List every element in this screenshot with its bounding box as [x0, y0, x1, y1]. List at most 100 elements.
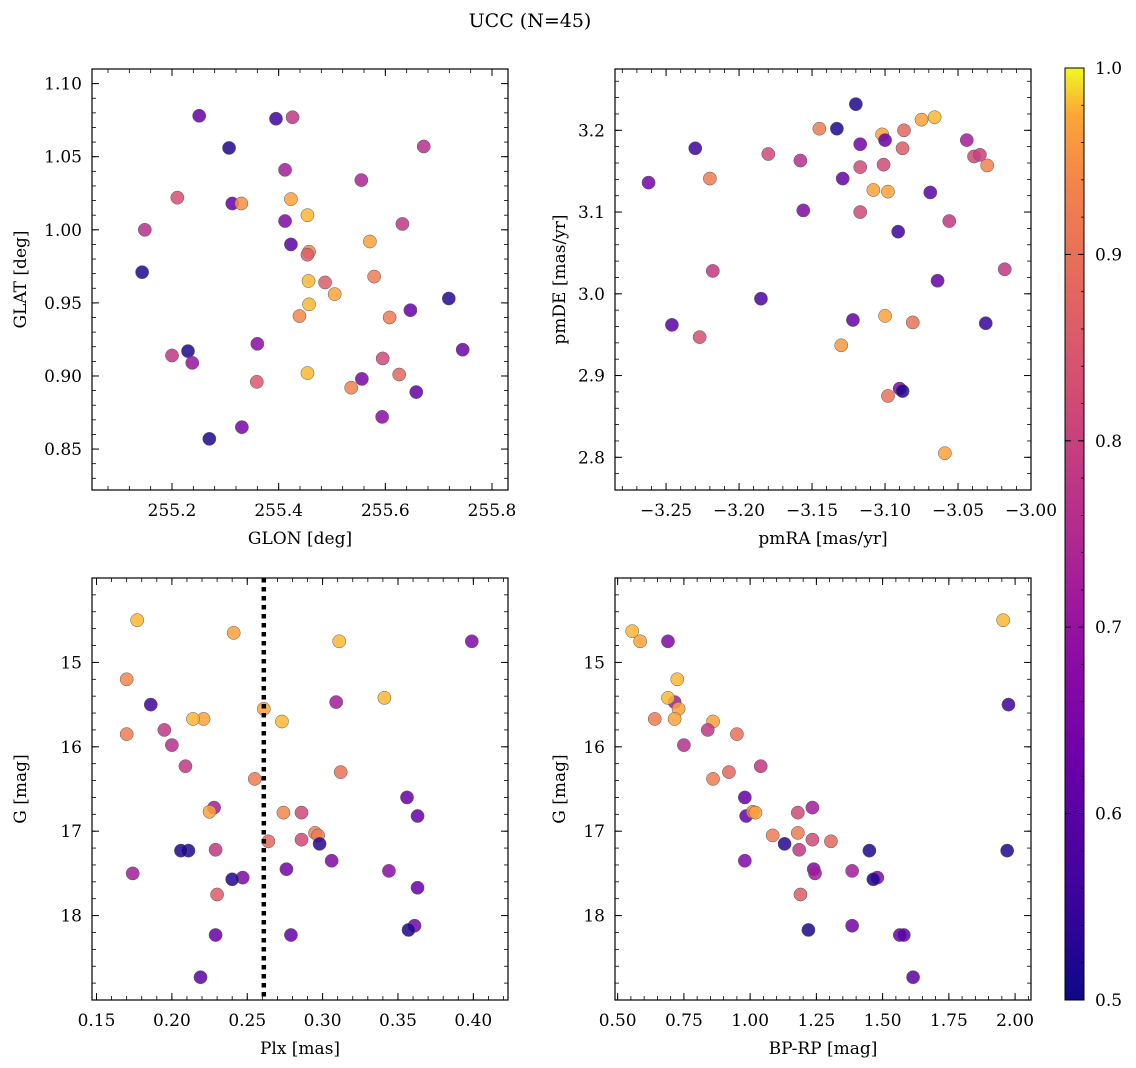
scatter-point — [812, 121, 827, 136]
scatter-point — [375, 351, 390, 366]
scatter-point — [165, 738, 179, 752]
scatter-point — [700, 723, 715, 737]
scatter-point — [633, 634, 648, 649]
scatter-points — [641, 97, 1012, 461]
scatter-point — [1001, 697, 1016, 712]
scatter-point — [294, 805, 309, 820]
scatter-point — [796, 203, 811, 218]
scatter-point — [210, 887, 224, 902]
x-tick-label: 1.25 — [797, 1011, 835, 1031]
scatter-point — [978, 316, 993, 331]
scatter-point — [284, 928, 298, 942]
x-tick-label: 0.50 — [599, 1011, 637, 1031]
x-tick-label: 0.20 — [153, 1011, 191, 1031]
scatter-point — [737, 853, 752, 868]
scatter-point — [878, 133, 892, 147]
scatter-point — [737, 790, 752, 805]
scatter-point — [186, 712, 200, 726]
x-tick-label: 255.8 — [468, 501, 517, 521]
y-tick-label: 3.1 — [578, 203, 605, 223]
scatter-point — [866, 872, 881, 887]
scatter-point — [222, 141, 236, 155]
scatter-point — [793, 887, 808, 902]
scatter-point — [914, 112, 929, 127]
scatter-point — [135, 265, 149, 280]
scatter-point — [185, 355, 200, 370]
scatter-point — [801, 923, 816, 937]
scatter-point — [355, 372, 369, 386]
scatter-point — [777, 837, 792, 851]
scatter-point — [285, 110, 300, 125]
y-tick-label: 15 — [60, 653, 82, 673]
scatter-point — [455, 342, 470, 357]
scatter-point — [942, 214, 957, 228]
scatter-point — [996, 613, 1011, 628]
scatter-point — [897, 123, 911, 138]
axes-frame — [91, 68, 509, 491]
y-tick-label: 0.90 — [44, 367, 82, 387]
scatter-point — [793, 153, 808, 168]
scatter-point — [284, 237, 298, 252]
scatter-point — [881, 184, 895, 199]
scatter-point — [790, 826, 805, 840]
scatter-point — [677, 738, 691, 752]
scatter-point — [905, 315, 920, 330]
scatter-point — [973, 147, 987, 162]
axes-frame — [614, 68, 1032, 491]
y-tick-label: 1.00 — [44, 221, 82, 241]
scatter-point — [896, 928, 911, 942]
x-tick-label: 0.40 — [454, 1011, 492, 1031]
scatter-point — [312, 837, 327, 851]
scatter-point — [866, 183, 881, 197]
scatter-point — [278, 163, 292, 177]
scatter-point — [170, 190, 185, 205]
scatter-point — [1000, 843, 1015, 858]
scatter-point — [202, 804, 217, 819]
scatter-point — [300, 247, 315, 262]
scatter-point — [808, 866, 822, 881]
scatter-point — [906, 970, 920, 985]
scatter-point — [692, 330, 707, 344]
scatter-point — [625, 624, 640, 639]
scatter-point — [705, 264, 720, 278]
scatter-point — [344, 380, 359, 395]
scatter-point — [846, 313, 860, 327]
scatter-point — [881, 389, 895, 403]
y-tick-label: 17 — [60, 822, 82, 842]
scatter-point — [137, 222, 152, 237]
scatter-point — [959, 133, 974, 147]
scatter-point — [235, 420, 249, 434]
colorbar-tick-label: 0.7 — [1095, 618, 1122, 638]
scatter-point — [722, 765, 736, 779]
scatter-point — [119, 672, 134, 687]
scatter-point — [208, 928, 223, 942]
scatter-point — [706, 772, 720, 786]
colorbar-tick-label: 0.8 — [1095, 432, 1122, 452]
y-axis-label: G [mag] — [11, 754, 31, 823]
scatter-point — [464, 634, 479, 649]
scatter-point — [930, 273, 945, 288]
scatter-point — [178, 759, 193, 774]
x-tick-label: −3.05 — [932, 501, 984, 521]
scatter-point — [157, 723, 172, 737]
scatter-point — [753, 759, 768, 774]
scatter-point — [853, 160, 868, 174]
panel-bprp-g: 0.50 0.75 1.00 1.25 1.50 1.75 2.00 15 16 17 18 BP-R… — [550, 577, 1034, 1059]
scatter-point — [765, 828, 780, 843]
scatter-point — [208, 842, 223, 857]
scatter-point — [830, 121, 844, 136]
scatter-point — [748, 805, 763, 820]
y-tick-label: 17 — [583, 822, 605, 842]
y-tick-label: 3.0 — [578, 285, 605, 305]
scatter-point — [375, 410, 389, 424]
panel-plx-g: 0.15 0.20 0.25 0.30 0.35 0.40 15 16 17 18 Plx [mas… — [11, 577, 509, 1059]
figure-title: UCC (N=45) — [469, 10, 592, 32]
scatter-point — [165, 348, 179, 363]
scatter-points — [119, 613, 479, 985]
scatter-point — [234, 196, 249, 211]
axes-frame — [614, 577, 1032, 1001]
scatter-point — [300, 208, 315, 223]
scatter-point — [792, 842, 807, 857]
y-tick-label: 0.85 — [44, 440, 82, 460]
scatter-point — [276, 805, 291, 820]
